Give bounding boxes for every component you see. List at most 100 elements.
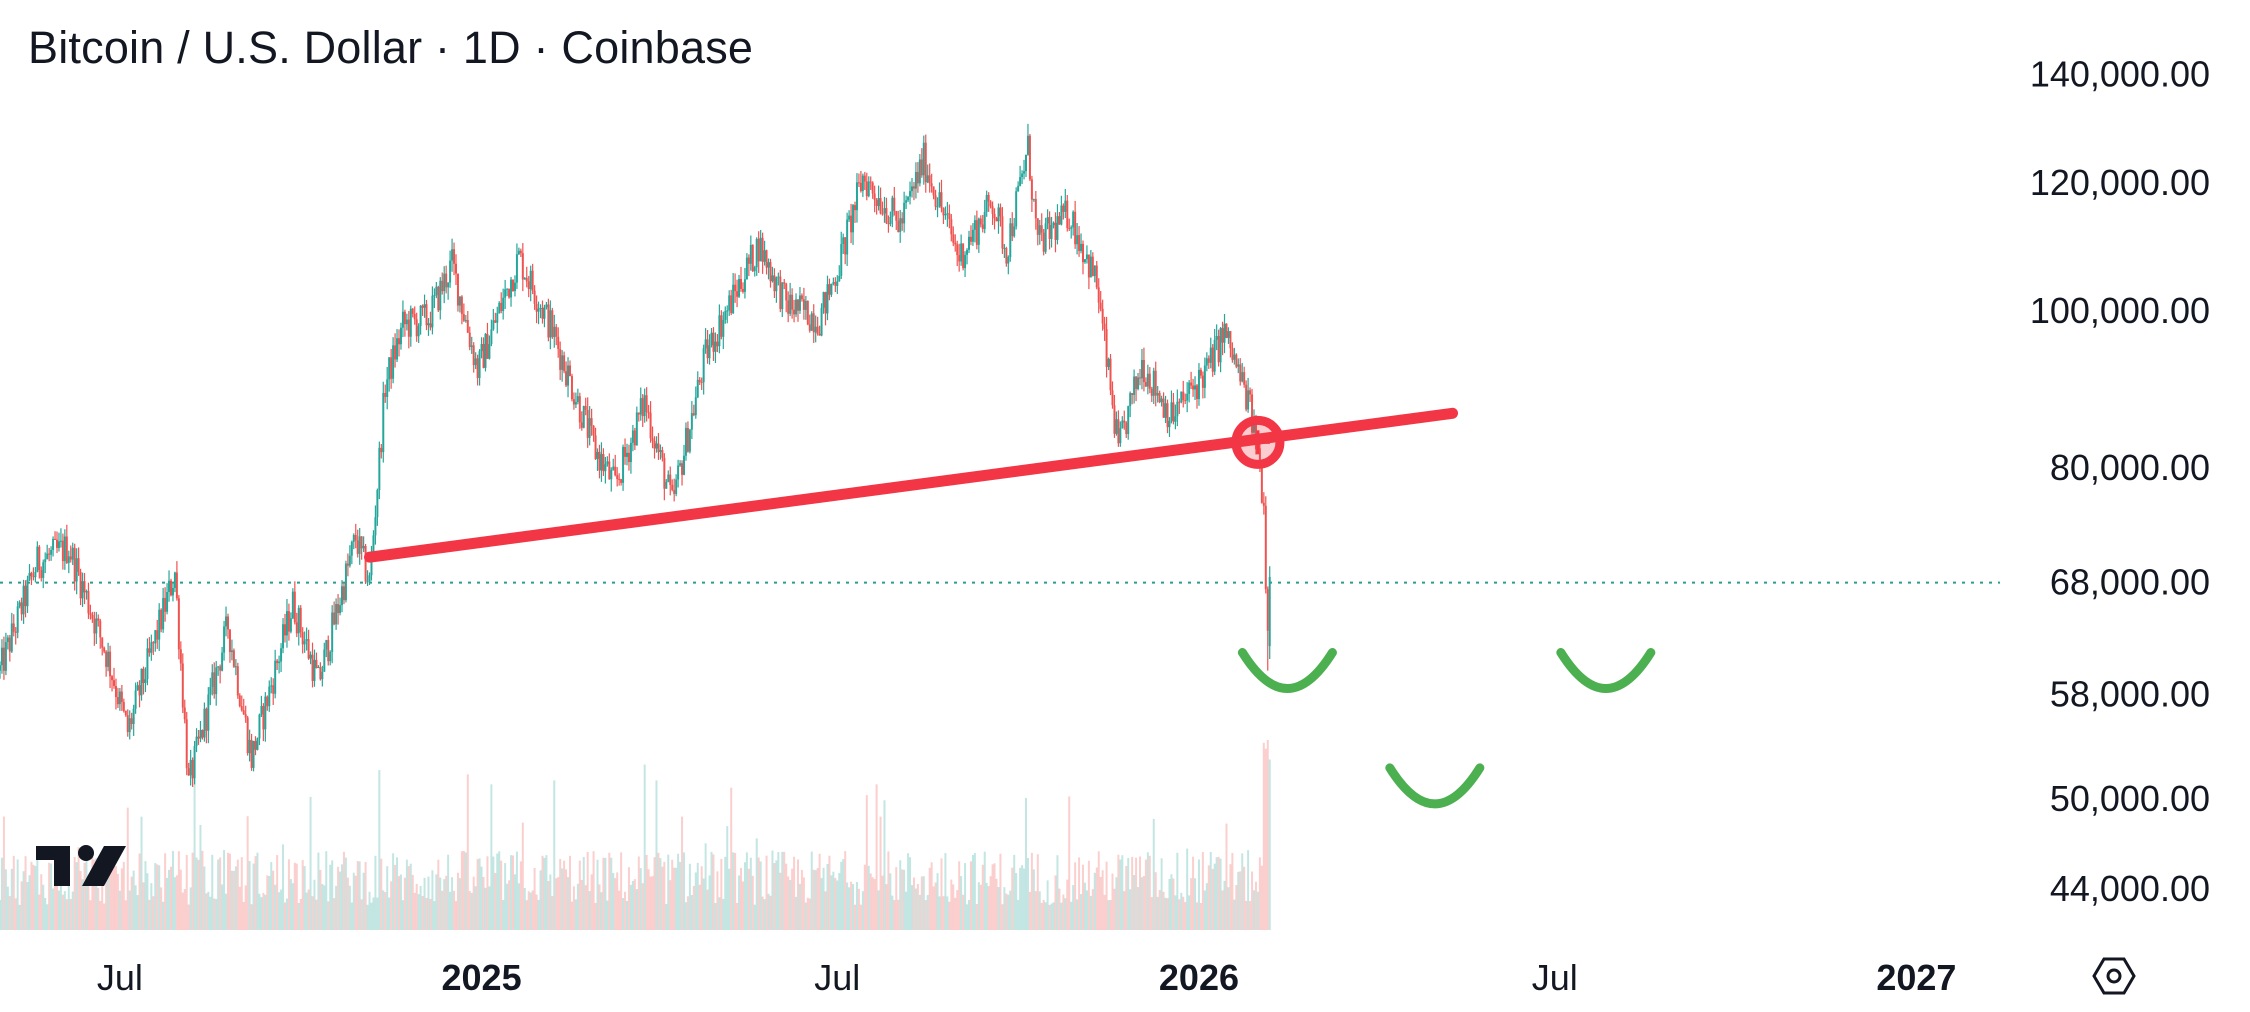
candle: [156, 619, 159, 649]
volume-bar: [132, 870, 135, 930]
volume-bar: [128, 890, 131, 930]
candle: [1133, 369, 1136, 404]
volume-bar: [504, 863, 507, 930]
volume-bar: [221, 884, 224, 930]
volume-bar: [81, 879, 84, 930]
candle: [1170, 390, 1173, 424]
projection-arc[interactable]: [1556, 648, 1656, 693]
candle: [191, 757, 194, 787]
volume-bar: [1070, 901, 1073, 930]
y-tick-label: 50,000.00: [2050, 778, 2210, 819]
gear-hexagon-icon[interactable]: [2092, 957, 2136, 995]
volume-bar: [1184, 902, 1187, 930]
volume-bar: [144, 861, 147, 930]
candle: [1072, 210, 1075, 236]
candle: [1105, 316, 1108, 378]
candle: [311, 642, 314, 688]
candle: [714, 332, 717, 364]
candle: [1249, 387, 1252, 402]
volume-bar: [846, 882, 849, 930]
candle: [342, 582, 345, 605]
candle: [576, 388, 579, 405]
volume-bar: [272, 870, 275, 930]
candle: [331, 605, 334, 664]
candle: [162, 587, 165, 633]
volume-bar: [679, 861, 682, 930]
breakdown-marker[interactable]: [1231, 415, 1285, 469]
volume-bar: [563, 860, 566, 930]
volume-bar: [1007, 894, 1010, 930]
candle: [79, 568, 82, 606]
candle: [252, 740, 255, 772]
volume-bar: [574, 899, 577, 930]
volume-bar: [673, 867, 676, 930]
candle: [6, 635, 9, 650]
volume-bar: [111, 857, 114, 930]
candle: [87, 582, 90, 619]
volume-bar: [875, 784, 878, 930]
volume-bar: [775, 860, 778, 930]
volume-bar: [244, 885, 247, 930]
time-axis[interactable]: Jul 2025 Jul 2026 Jul 2027: [97, 957, 1957, 998]
volume-bar: [1052, 902, 1055, 930]
candle: [1152, 367, 1155, 404]
volume-bar: [973, 853, 976, 930]
volume-bar: [327, 901, 330, 930]
volume-bar: [1247, 850, 1250, 930]
candle: [266, 695, 269, 711]
volume-bar: [26, 882, 29, 930]
candle: [52, 536, 55, 557]
candle: [95, 611, 98, 644]
volume-bar: [116, 873, 119, 930]
candle: [1211, 344, 1214, 377]
volume-bar: [109, 865, 112, 930]
projection-arc[interactable]: [1237, 648, 1337, 693]
volume-bar: [417, 894, 420, 930]
volume-bar: [1083, 882, 1086, 930]
volume-bar: [262, 892, 265, 930]
candle: [16, 601, 19, 639]
volume-bar: [360, 899, 363, 930]
candle: [553, 314, 556, 348]
volume-bar: [738, 875, 741, 930]
candle: [905, 195, 908, 210]
candle: [315, 652, 318, 669]
candle: [694, 386, 697, 419]
volume-bar: [399, 874, 402, 930]
candle: [1026, 123, 1029, 156]
candle: [282, 618, 285, 654]
projection-arc[interactable]: [1385, 763, 1485, 809]
volume-bar: [1245, 900, 1248, 930]
volume-bar: [40, 874, 43, 930]
volume-bar: [1034, 891, 1037, 930]
volume-bar: [46, 904, 49, 930]
candle: [171, 583, 174, 602]
candle: [217, 666, 220, 676]
volume-bar: [527, 891, 530, 930]
volume-bar: [388, 897, 391, 930]
candle: [977, 217, 980, 253]
volume-bar: [989, 876, 992, 930]
candle: [960, 234, 963, 266]
volume-bar: [12, 855, 15, 930]
candle: [743, 267, 746, 299]
candle: [8, 634, 11, 662]
volume-bar: [1137, 887, 1140, 930]
volume-bar: [781, 851, 784, 930]
candle: [209, 677, 212, 706]
volume-bars: [0, 740, 1271, 930]
price-axis[interactable]: 140,000.00 120,000.00 100,000.00 80,000.00 6…: [2030, 54, 2210, 909]
support-trendline[interactable]: [364, 407, 1459, 563]
drawing-annotations[interactable]: [364, 407, 1656, 809]
candle: [791, 288, 794, 319]
volume-bar: [661, 866, 664, 930]
candle: [734, 273, 737, 303]
volume-bar: [960, 876, 963, 930]
candle: [679, 460, 682, 467]
candle: [622, 444, 625, 491]
volume-bar: [1227, 887, 1230, 930]
volume-bar: [855, 881, 858, 930]
volume-bar: [61, 894, 64, 930]
